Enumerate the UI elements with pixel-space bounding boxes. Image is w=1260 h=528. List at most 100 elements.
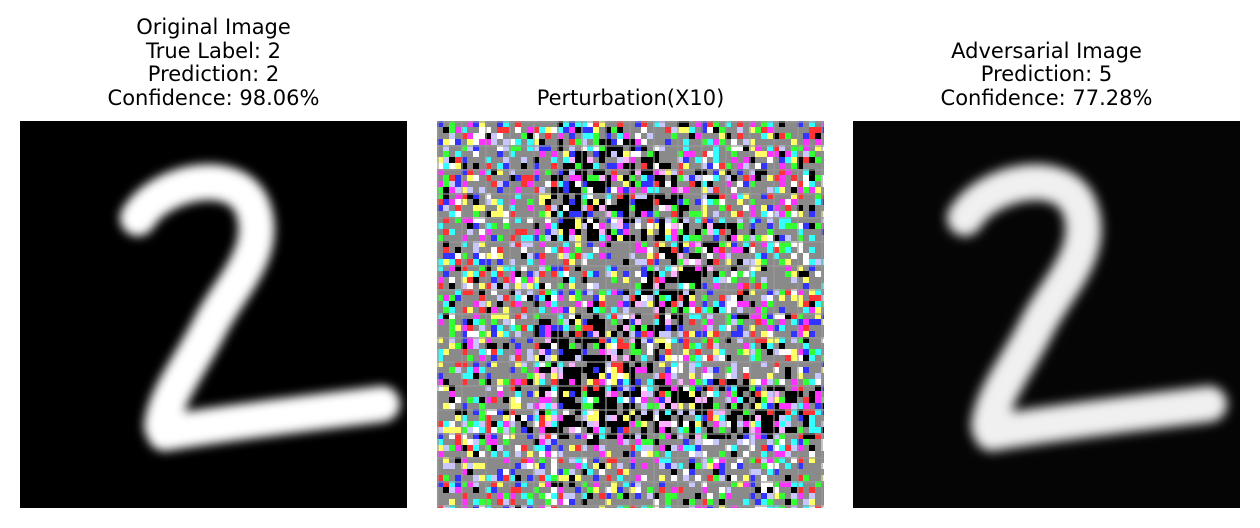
noise-cell xyxy=(773,175,779,181)
noise-cell xyxy=(575,265,581,271)
noise-cell xyxy=(581,493,587,499)
noise-cell xyxy=(653,259,659,265)
noise-cell xyxy=(635,313,641,319)
noise-cell xyxy=(443,217,449,223)
noise-cell xyxy=(689,343,695,349)
noise-cell xyxy=(545,127,551,133)
perturbation-panel: Perturbation(X10) xyxy=(437,0,824,528)
noise-cell xyxy=(515,301,521,307)
noise-cell xyxy=(437,277,443,283)
noise-cell xyxy=(755,313,761,319)
noise-cell xyxy=(521,415,527,421)
noise-cell xyxy=(437,475,443,481)
noise-cell xyxy=(575,121,581,127)
noise-cell xyxy=(689,379,695,385)
noise-cell xyxy=(737,193,743,199)
noise-cell xyxy=(533,271,539,277)
noise-cell xyxy=(473,397,479,403)
noise-cell xyxy=(731,295,737,301)
noise-cell xyxy=(503,211,509,217)
noise-cell xyxy=(653,163,659,169)
noise-cell xyxy=(767,175,773,181)
noise-cell xyxy=(593,235,599,241)
noise-cell xyxy=(449,433,455,439)
noise-cell xyxy=(587,385,593,391)
noise-cell xyxy=(683,199,689,205)
noise-cell xyxy=(455,397,461,403)
noise-cell xyxy=(665,391,671,397)
noise-cell xyxy=(569,349,575,355)
noise-cell xyxy=(749,343,755,349)
noise-cell xyxy=(725,337,731,343)
adversarial-digit-svg xyxy=(853,121,1240,508)
noise-cell xyxy=(491,235,497,241)
noise-cell xyxy=(713,187,719,193)
noise-cell xyxy=(599,139,605,145)
noise-cell xyxy=(635,325,641,331)
noise-cell xyxy=(617,145,623,151)
noise-cell xyxy=(617,439,623,445)
noise-cell xyxy=(743,271,749,277)
noise-cell xyxy=(767,187,773,193)
noise-cell xyxy=(779,187,785,193)
noise-cell xyxy=(497,151,503,157)
noise-cell xyxy=(773,415,779,421)
noise-cell xyxy=(773,403,779,409)
noise-cell xyxy=(683,445,689,451)
noise-cell xyxy=(551,229,557,235)
noise-cell xyxy=(647,451,653,457)
noise-cell xyxy=(491,199,497,205)
noise-cell xyxy=(779,421,785,427)
noise-cell xyxy=(653,313,659,319)
noise-cell xyxy=(449,499,455,505)
noise-cell xyxy=(809,175,815,181)
noise-cell xyxy=(665,253,671,259)
noise-cell xyxy=(677,313,683,319)
noise-grid-line xyxy=(701,121,703,508)
noise-cell xyxy=(641,181,647,187)
noise-cell xyxy=(551,235,557,241)
noise-cell xyxy=(725,295,731,301)
noise-cell xyxy=(611,481,617,487)
noise-cell xyxy=(659,319,665,325)
noise-cell xyxy=(797,121,803,127)
noise-cell xyxy=(605,289,611,295)
noise-cell xyxy=(689,409,695,415)
noise-cell xyxy=(563,265,569,271)
noise-cell xyxy=(767,349,773,355)
noise-cell xyxy=(635,331,641,337)
noise-cell xyxy=(713,469,719,475)
noise-cell xyxy=(479,289,485,295)
noise-cell xyxy=(623,157,629,163)
noise-cell xyxy=(581,463,587,469)
noise-cell xyxy=(605,337,611,343)
noise-cell xyxy=(521,379,527,385)
noise-cell xyxy=(677,271,683,277)
noise-cell xyxy=(707,355,713,361)
noise-cell xyxy=(689,385,695,391)
noise-cell xyxy=(641,235,647,241)
noise-cell xyxy=(593,187,599,193)
noise-cell xyxy=(647,211,653,217)
noise-cell xyxy=(731,241,737,247)
noise-cell xyxy=(809,127,815,133)
noise-cell xyxy=(779,343,785,349)
noise-cell xyxy=(515,487,521,493)
noise-cell xyxy=(527,391,533,397)
digit-two-stroke xyxy=(947,164,1227,451)
noise-cell xyxy=(689,271,695,277)
noise-cell xyxy=(785,169,791,175)
noise-cell xyxy=(581,259,587,265)
noise-cell xyxy=(599,307,605,313)
noise-cell xyxy=(713,415,719,421)
noise-cell xyxy=(779,157,785,163)
noise-cell xyxy=(665,493,671,499)
noise-cell xyxy=(449,445,455,451)
noise-cell xyxy=(737,403,743,409)
noise-cell xyxy=(599,301,605,307)
noise-cell xyxy=(647,271,653,277)
noise-cell xyxy=(437,223,443,229)
noise-cell xyxy=(761,433,767,439)
noise-cell xyxy=(527,379,533,385)
noise-cell xyxy=(701,265,707,271)
